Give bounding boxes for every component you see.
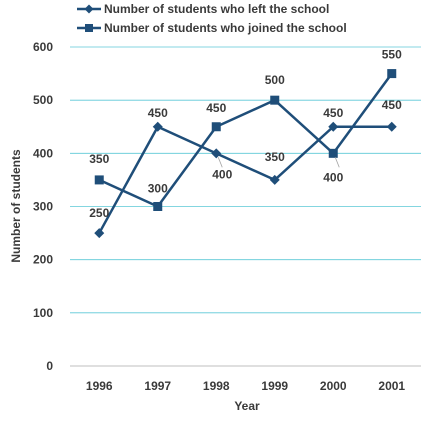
series-lines [94, 69, 397, 239]
data-label: 500 [265, 73, 285, 87]
y-tick-label: 300 [33, 200, 53, 214]
y-axis-tick-labels: 0 100 200 300 400 500 600 [33, 40, 53, 373]
square-marker [211, 122, 221, 132]
data-label: 250 [89, 206, 109, 220]
diamond-marker [94, 228, 105, 239]
y-tick-label: 500 [33, 93, 53, 107]
square-marker [153, 202, 163, 211]
legend-diamond-marker [84, 4, 94, 14]
diamond-marker [269, 174, 280, 185]
square-marker [270, 95, 280, 105]
series-line-left [98, 125, 392, 234]
y-tick-label: 400 [33, 146, 53, 160]
square-marker [94, 175, 104, 185]
label-leader-lines [217, 157, 340, 168]
square-marker [328, 148, 338, 158]
series-line-joined [98, 72, 393, 208]
x-axis-label: Year [234, 399, 260, 413]
data-label: 450 [323, 106, 343, 120]
x-tick-label: 1999 [261, 379, 288, 393]
data-label: 450 [148, 106, 168, 120]
data-label: 350 [89, 152, 109, 166]
diamond-marker [211, 148, 222, 159]
gridlines [70, 46, 421, 367]
legend-entry-label: Number of students who left the school [104, 2, 329, 16]
legend: Number of students who left the school Nu… [77, 2, 347, 35]
data-label: 350 [265, 150, 285, 164]
data-label: 400 [323, 170, 343, 184]
label-leader-line [217, 157, 223, 168]
legend-square-marker [85, 24, 93, 32]
data-label: 400 [212, 167, 232, 181]
data-labels: 250 450 400 350 450 450 350 300 450 500 400 550 [89, 48, 402, 220]
y-tick-label: 0 [46, 359, 53, 373]
x-tick-label: 1997 [144, 379, 171, 393]
x-axis-tick-labels: 1996 1997 1998 1999 2000 2001 [86, 379, 406, 393]
diamond-marker [152, 121, 163, 132]
diamond-marker [386, 121, 397, 132]
x-tick-label: 1996 [86, 379, 113, 393]
square-marker [387, 69, 397, 79]
diamond-marker [328, 121, 339, 132]
x-tick-label: 2000 [320, 379, 347, 393]
data-label: 450 [382, 98, 402, 112]
data-label: 300 [148, 182, 168, 196]
label-leader-line [334, 157, 340, 168]
x-tick-label: 2001 [378, 379, 405, 393]
y-tick-label: 200 [33, 253, 53, 267]
x-tick-label: 1998 [203, 379, 230, 393]
data-label: 550 [382, 48, 402, 62]
y-tick-label: 600 [33, 40, 53, 54]
y-axis-label: Number of students [9, 149, 23, 263]
data-label: 450 [206, 101, 226, 115]
legend-entry-label: Number of students who joined the school [104, 21, 347, 35]
y-tick-label: 100 [33, 306, 53, 320]
